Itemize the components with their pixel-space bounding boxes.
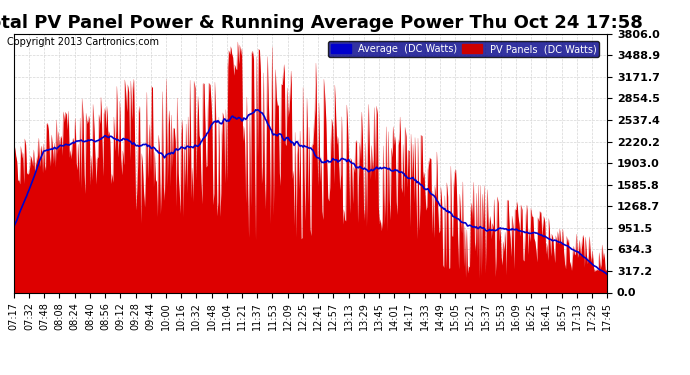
Legend: Average  (DC Watts), PV Panels  (DC Watts): Average (DC Watts), PV Panels (DC Watts) [328, 41, 600, 57]
Title: Total PV Panel Power & Running Average Power Thu Oct 24 17:58: Total PV Panel Power & Running Average P… [0, 14, 642, 32]
Text: Copyright 2013 Cartronics.com: Copyright 2013 Cartronics.com [7, 37, 159, 47]
